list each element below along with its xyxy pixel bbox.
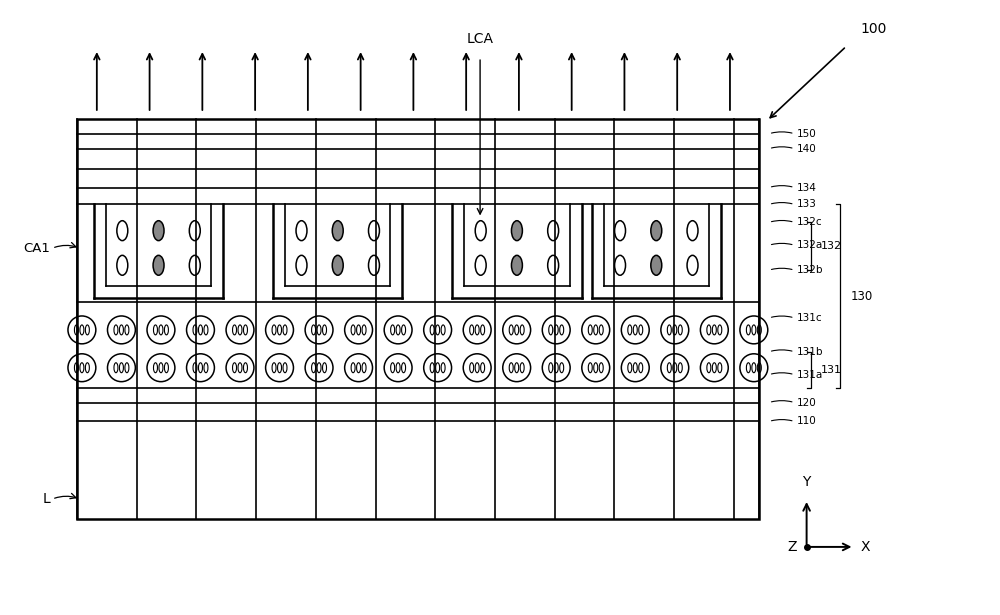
- Text: 120: 120: [797, 397, 816, 408]
- Text: 131b: 131b: [797, 347, 823, 357]
- Ellipse shape: [511, 221, 522, 240]
- Ellipse shape: [475, 221, 486, 240]
- Ellipse shape: [189, 255, 200, 276]
- Text: 131: 131: [821, 365, 842, 375]
- Ellipse shape: [296, 221, 307, 240]
- Ellipse shape: [153, 255, 164, 276]
- Text: LCA: LCA: [467, 32, 494, 46]
- Text: 132a: 132a: [797, 240, 823, 250]
- Ellipse shape: [368, 255, 379, 276]
- Ellipse shape: [475, 255, 486, 276]
- Text: 131c: 131c: [797, 313, 822, 323]
- Ellipse shape: [332, 221, 343, 240]
- Ellipse shape: [153, 221, 164, 240]
- Ellipse shape: [511, 255, 522, 276]
- Text: 140: 140: [797, 144, 816, 154]
- Ellipse shape: [548, 221, 559, 240]
- Text: 134: 134: [797, 183, 817, 192]
- Text: 132c: 132c: [797, 217, 822, 228]
- Text: Y: Y: [802, 475, 811, 489]
- Ellipse shape: [189, 221, 200, 240]
- Text: 150: 150: [797, 129, 816, 139]
- Ellipse shape: [117, 255, 128, 276]
- Text: X: X: [860, 540, 870, 554]
- Ellipse shape: [615, 255, 626, 276]
- Text: 131a: 131a: [797, 370, 823, 379]
- Ellipse shape: [687, 255, 698, 276]
- Ellipse shape: [687, 221, 698, 240]
- Text: 100: 100: [860, 22, 887, 36]
- Ellipse shape: [117, 221, 128, 240]
- Text: L: L: [42, 492, 50, 506]
- Text: 110: 110: [797, 416, 816, 426]
- Ellipse shape: [368, 221, 379, 240]
- Ellipse shape: [332, 255, 343, 276]
- Text: 130: 130: [850, 290, 873, 303]
- Bar: [77, 119, 759, 519]
- Ellipse shape: [651, 221, 662, 240]
- Text: 132: 132: [821, 241, 842, 252]
- Ellipse shape: [651, 255, 662, 276]
- Text: CA1: CA1: [23, 242, 50, 255]
- Text: 132b: 132b: [797, 265, 823, 275]
- Ellipse shape: [548, 255, 559, 276]
- Text: 133: 133: [797, 199, 817, 210]
- Text: Z: Z: [787, 540, 797, 554]
- Ellipse shape: [296, 255, 307, 276]
- Ellipse shape: [615, 221, 626, 240]
